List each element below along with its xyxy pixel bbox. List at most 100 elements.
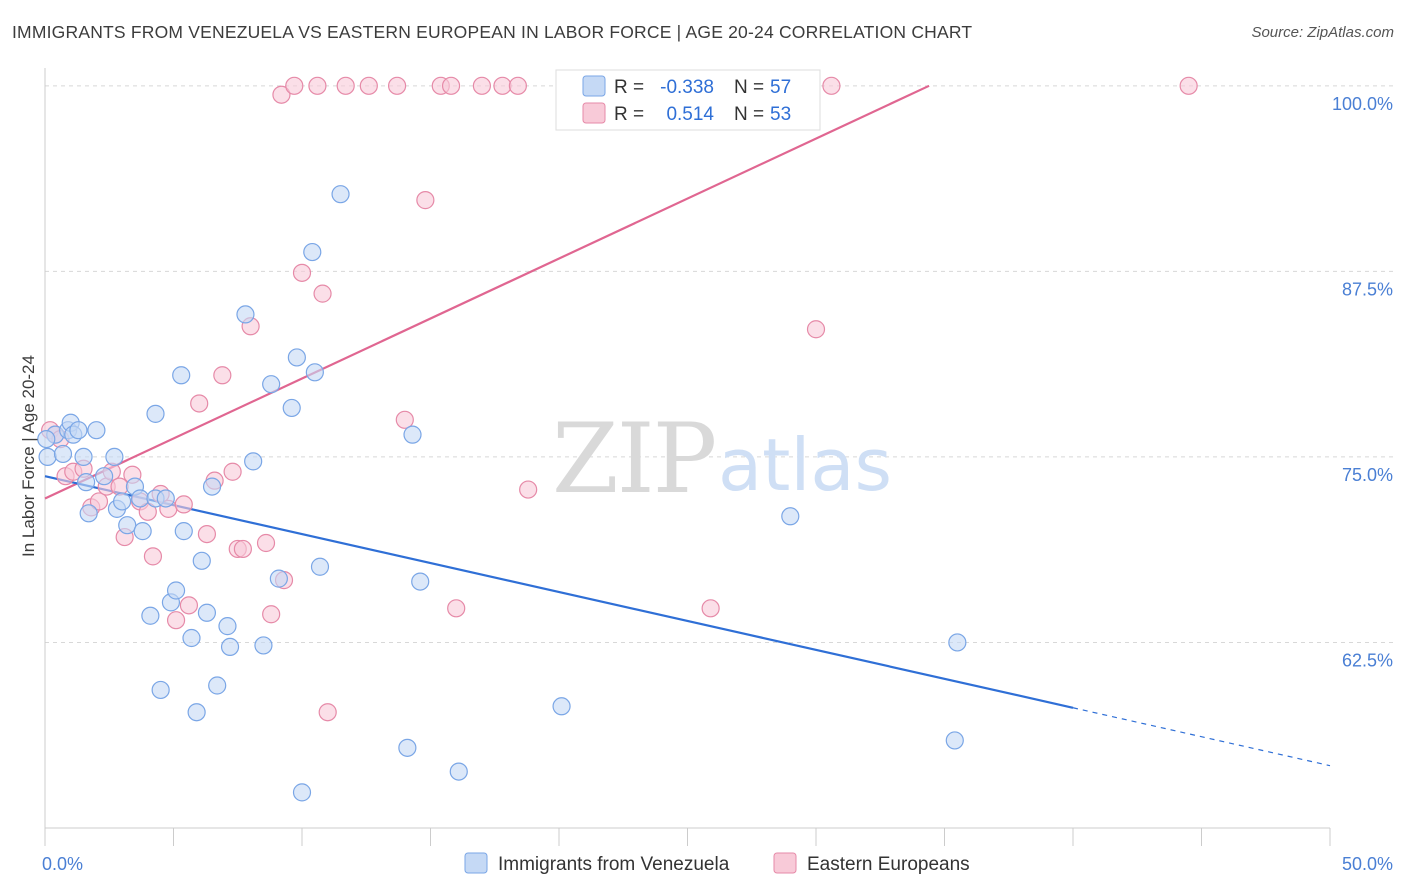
data-point-venezuela (781, 507, 800, 526)
data-point-venezuela (118, 516, 137, 535)
data-point-venezuela (552, 697, 571, 716)
data-point-eastern-europeans (701, 599, 720, 618)
data-point-eastern-europeans (292, 263, 312, 282)
data-point-venezuela (262, 375, 281, 394)
data-point-venezuela (69, 421, 88, 440)
data-point-venezuela (130, 489, 150, 508)
data-point-eastern-europeans (447, 599, 466, 618)
source-credit: Source: ZipAtlas.com (1251, 24, 1394, 41)
legend-n-label-blue: N = (734, 77, 764, 98)
data-point-venezuela (192, 551, 211, 570)
data-point-venezuela (403, 425, 422, 444)
data-point-venezuela (254, 636, 273, 655)
data-point-eastern-europeans (318, 703, 337, 722)
legend-r-value-blue: -0.338 (660, 77, 714, 98)
x-tick-label: 50.0% (1342, 854, 1393, 874)
trend-line-eastern-europeans (44, 84, 930, 500)
data-point-eastern-europeans (308, 76, 327, 95)
data-point-eastern-europeans (179, 596, 199, 615)
legend-swatch-blue (582, 75, 606, 97)
data-point-venezuela (197, 603, 217, 622)
series-legend: Immigrants from Venezuela Eastern Europe… (464, 852, 970, 875)
data-point-eastern-europeans (166, 611, 186, 630)
points-eastern-europeans (41, 76, 1198, 722)
data-point-venezuela (282, 398, 301, 418)
chart-title: IMMIGRANTS FROM VENEZUELA VS EASTERN EUR… (12, 22, 973, 42)
legend-n-label-pink: N = (734, 104, 764, 125)
data-point-venezuela (87, 421, 106, 440)
y-tick-labels: 100.0% 87.5% 75.0% 62.5% (1332, 94, 1393, 671)
data-point-venezuela (287, 348, 306, 367)
data-point-venezuela (220, 637, 240, 657)
y-tick-label: 75.0% (1342, 465, 1393, 485)
trend-line-venezuela (44, 475, 1074, 709)
series-legend-label-venezuela: Immigrants from Venezuela (498, 854, 730, 875)
y-axis-label: In Labor Force | Age 20-24 (19, 355, 38, 557)
data-point-eastern-europeans (359, 76, 378, 95)
data-point-eastern-europeans (493, 76, 512, 95)
data-point-eastern-europeans (519, 480, 538, 499)
legend-n-value-pink: 53 (770, 104, 791, 125)
data-point-venezuela (53, 444, 73, 464)
data-point-eastern-europeans (89, 492, 109, 511)
data-point-venezuela (133, 522, 152, 541)
y-tick-label: 87.5% (1342, 279, 1393, 299)
data-point-venezuela (945, 731, 964, 750)
data-point-venezuela (208, 676, 227, 695)
data-point-eastern-europeans (213, 366, 232, 385)
data-point-venezuela (182, 628, 201, 648)
data-point-venezuela (948, 633, 967, 652)
data-point-venezuela (166, 581, 186, 600)
data-point-eastern-europeans (508, 76, 527, 95)
data-point-venezuela (74, 447, 93, 467)
data-point-venezuela (37, 429, 56, 449)
y-tick-label: 100.0% (1332, 94, 1393, 114)
data-point-eastern-europeans (233, 539, 252, 559)
data-point-venezuela (141, 606, 160, 625)
gridlines (45, 85, 1395, 643)
data-point-venezuela (218, 617, 237, 636)
data-point-venezuela (305, 363, 324, 382)
data-point-eastern-europeans (190, 394, 209, 413)
data-point-eastern-europeans (262, 605, 281, 624)
data-point-eastern-europeans (174, 495, 193, 514)
data-point-eastern-europeans (197, 524, 217, 544)
watermark: ZIP atlas (552, 403, 892, 515)
data-point-eastern-europeans (416, 191, 435, 210)
data-point-eastern-europeans (822, 76, 841, 95)
data-point-venezuela (244, 452, 263, 471)
data-point-eastern-europeans (336, 76, 355, 95)
data-point-venezuela (156, 489, 175, 508)
watermark-atlas: atlas (718, 423, 892, 507)
data-point-venezuela (95, 467, 114, 486)
data-point-eastern-europeans (472, 76, 491, 95)
data-point-eastern-europeans (256, 533, 276, 553)
data-point-venezuela (411, 572, 430, 591)
legend-r-label-blue: R = (614, 77, 644, 98)
y-tick-label: 62.5% (1342, 650, 1393, 670)
data-point-eastern-europeans (138, 502, 157, 521)
data-point-venezuela (172, 366, 191, 385)
data-point-venezuela (187, 703, 206, 722)
legend-r-label-pink: R = (614, 104, 644, 125)
data-point-venezuela (38, 447, 57, 467)
data-point-venezuela (398, 738, 417, 757)
data-point-venezuela (174, 522, 193, 541)
data-point-venezuela (112, 492, 132, 511)
data-point-venezuela (292, 783, 312, 802)
series-legend-swatch-pink (773, 852, 797, 874)
legend-r-value-pink: 0.514 (666, 104, 714, 125)
watermark-zip: ZIP (552, 403, 715, 515)
data-point-eastern-europeans (395, 410, 414, 429)
trend-line-venezuela-extension (1072, 707, 1331, 767)
data-point-venezuela (77, 473, 96, 492)
series-legend-swatch-blue (464, 852, 488, 874)
data-point-eastern-europeans (272, 85, 291, 104)
data-point-venezuela (105, 447, 124, 467)
legend-n-value-blue: 57 (770, 77, 791, 98)
data-point-eastern-europeans (223, 462, 242, 481)
legend-swatch-pink (582, 102, 606, 124)
data-point-venezuela (303, 242, 322, 262)
data-point-venezuela (151, 680, 170, 700)
